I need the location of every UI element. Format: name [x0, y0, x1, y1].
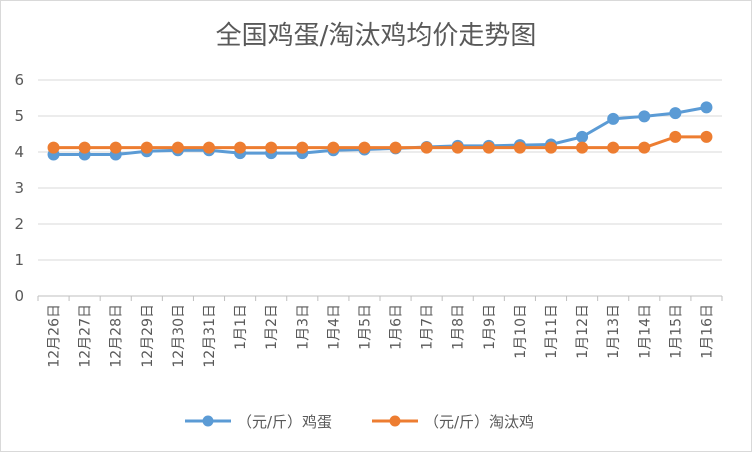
data-point: [669, 107, 682, 120]
data-point: [389, 141, 402, 154]
x-tick-label: 12月26日: [47, 304, 63, 368]
data-point: [358, 141, 371, 154]
legend-label: （元/斤）淘汰鸡: [424, 413, 534, 431]
x-tick-label: 1月15日: [668, 304, 684, 359]
x-tick-label: 1月4日: [326, 304, 342, 350]
x-tick-label: 1月5日: [357, 304, 373, 350]
x-tick-label: 1月11日: [544, 304, 560, 359]
data-point: [140, 141, 153, 154]
data-point: [78, 141, 91, 154]
x-tick-label: 12月31日: [202, 304, 218, 368]
y-tick-label: 4: [14, 143, 24, 161]
data-point: [482, 141, 495, 154]
data-point: [638, 141, 651, 154]
x-tick-label: 1月6日: [389, 304, 405, 350]
data-point: [451, 141, 464, 154]
data-point: [47, 141, 60, 154]
data-point: [576, 141, 589, 154]
x-tick-label: 12月27日: [78, 304, 94, 368]
legend: （元/斤）鸡蛋 （元/斤）淘汰鸡: [185, 413, 534, 431]
data-point: [607, 112, 620, 125]
data-point: [545, 141, 557, 154]
data-point: [700, 101, 713, 114]
x-tick-label: 1月1日: [233, 304, 249, 350]
y-axis-ticks: 0 1 2 3 4 5 6: [14, 71, 24, 305]
x-tick-label: 12月30日: [171, 304, 187, 368]
data-point: [171, 141, 184, 154]
series-line: [52, 135, 708, 150]
data-point: [638, 110, 651, 123]
x-tick-label: 1月13日: [606, 304, 622, 359]
x-tick-label: 12月28日: [109, 304, 125, 368]
data-point: [203, 141, 215, 154]
legend-item-0: （元/斤）鸡蛋: [185, 413, 332, 431]
gridlines: [38, 79, 722, 297]
x-tick-label: 12月29日: [140, 304, 156, 368]
data-point: [700, 130, 713, 143]
y-tick-label: 1: [14, 251, 24, 269]
x-tick-label: 1月9日: [482, 304, 498, 350]
y-tick-label: 6: [14, 71, 24, 89]
x-tick-label: 1月8日: [451, 304, 467, 350]
legend-swatch-marker: [389, 415, 401, 427]
x-tick-label: 1月10日: [513, 304, 529, 359]
data-point: [669, 130, 682, 143]
legend-label: （元/斤）鸡蛋: [237, 413, 332, 431]
chart-title: 全国鸡蛋/淘汰鸡均价走势图: [216, 21, 537, 51]
y-tick-label: 0: [14, 287, 24, 305]
legend-item-1: （元/斤）淘汰鸡: [372, 413, 534, 431]
data-point: [234, 141, 247, 154]
data-point: [607, 141, 620, 154]
data-point: [420, 141, 433, 154]
data-point: [327, 141, 340, 154]
series-group: [47, 101, 713, 161]
x-tick-label: 1月14日: [637, 304, 653, 359]
x-axis: 12月26日 12月27日 12月28日 12月29日 12月30日 12月31日 1月1日…: [37, 295, 723, 368]
y-tick-label: 5: [14, 107, 24, 125]
x-tick-label: 1月7日: [420, 304, 436, 350]
x-tick-label: 1月2日: [264, 304, 280, 350]
x-tick-label: 1月12日: [575, 304, 591, 359]
legend-swatch-marker: [202, 415, 214, 427]
series-1: [47, 130, 713, 154]
y-tick-label: 2: [14, 215, 24, 233]
data-point: [576, 130, 589, 143]
y-tick-label: 3: [14, 179, 24, 197]
x-tick-label: 1月16日: [699, 304, 715, 359]
data-point: [265, 141, 278, 154]
data-point: [109, 141, 122, 154]
x-tick-label: 1月3日: [295, 304, 311, 350]
data-point: [513, 141, 526, 154]
data-point: [296, 141, 309, 154]
